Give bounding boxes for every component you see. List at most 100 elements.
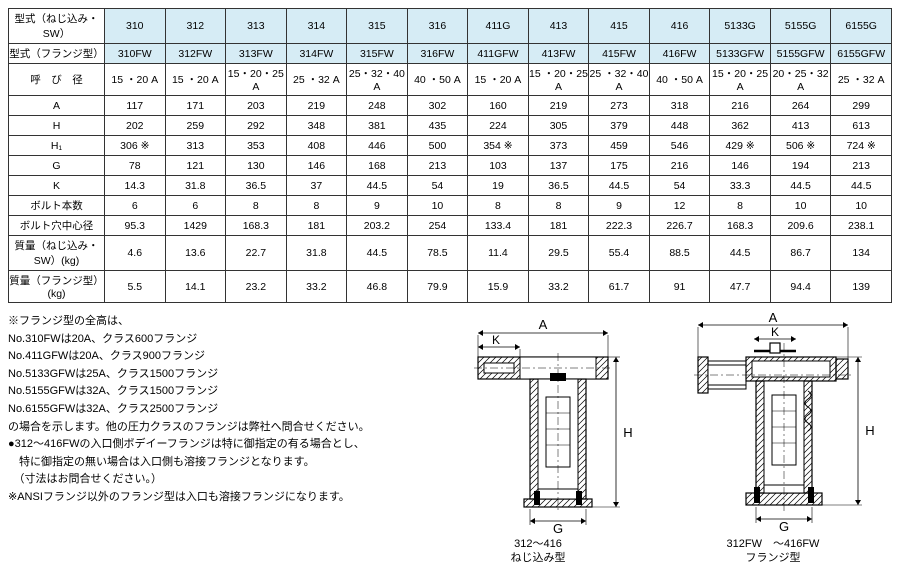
cell: 5133GFW (710, 44, 771, 64)
cell: 12 (649, 196, 710, 216)
cell: 133.4 (468, 216, 529, 236)
cell: 254 (407, 216, 468, 236)
cell: 103 (468, 156, 529, 176)
cell: 1429 (165, 216, 226, 236)
cell: 310 (105, 9, 166, 44)
cell: 264 (770, 96, 831, 116)
row-header: 質量（フランジ型）(kg) (9, 271, 105, 303)
cell: 23.2 (226, 271, 287, 303)
note-line: ※ANSIフランジ以外のフランジ型は入口も溶接フランジになります。 (8, 489, 428, 507)
cell: 315 (347, 9, 408, 44)
cell: 413 (770, 116, 831, 136)
cell: 25・32・40 A (347, 64, 408, 96)
cell: 29.5 (528, 236, 589, 271)
cell: 15 ・20 A (468, 64, 529, 96)
cell: 14.3 (105, 176, 166, 196)
dim-h-label: H (623, 425, 632, 440)
cell: 354 ※ (468, 136, 529, 156)
cell: 15 ・20 A (165, 64, 226, 96)
cell: 44.5 (589, 176, 650, 196)
cell: 724 ※ (831, 136, 892, 156)
cell: 313 (165, 136, 226, 156)
note-line: 特に御指定の無い場合は入口側も溶接フランジとなります。 (8, 454, 428, 472)
cell: 446 (347, 136, 408, 156)
cell: 31.8 (165, 176, 226, 196)
cell: 6155G (831, 9, 892, 44)
cell: 348 (286, 116, 347, 136)
cell: 181 (528, 216, 589, 236)
cell: 36.5 (226, 176, 287, 196)
note-line: No.310FWは20A、クラス600フランジ (8, 331, 428, 349)
cell: 168.3 (226, 216, 287, 236)
diagrams-block: A K (438, 313, 878, 566)
cell: 216 (710, 96, 771, 116)
cell: 312FW (165, 44, 226, 64)
cell: 313FW (226, 44, 287, 64)
cell: 54 (407, 176, 468, 196)
cell: 292 (226, 116, 287, 136)
cell: 4.6 (105, 236, 166, 271)
left-label-2: ねじ込み型 (511, 552, 566, 564)
cell: 47.7 (710, 271, 771, 303)
cell: 306 ※ (105, 136, 166, 156)
left-label-1: 312～416 (514, 538, 562, 550)
cell: 219 (286, 96, 347, 116)
cell: 259 (165, 116, 226, 136)
cell: 40 ・50 A (649, 64, 710, 96)
cell: 5133G (710, 9, 771, 44)
cell: 36.5 (528, 176, 589, 196)
cell: 25 ・32 A (831, 64, 892, 96)
right-label-2: フランジ型 (746, 552, 801, 564)
cell: 411G (468, 9, 529, 44)
row-header: H₁ (9, 136, 105, 156)
cell: 299 (831, 96, 892, 116)
cell: 273 (589, 96, 650, 116)
cell: 224 (468, 116, 529, 136)
cell: 415FW (589, 44, 650, 64)
cell: 202 (105, 116, 166, 136)
cell: 613 (831, 116, 892, 136)
cell: 171 (165, 96, 226, 116)
note-line: ※フランジ型の全高は、 (8, 313, 428, 331)
cell: 302 (407, 96, 468, 116)
cell: 139 (831, 271, 892, 303)
cell: 312 (165, 9, 226, 44)
cell: 8 (468, 196, 529, 216)
diagram-flange-label: 312FW ～416FW フランジ型 (668, 537, 878, 566)
right-label-1: 312FW ～416FW (727, 538, 820, 550)
diagram-thread: A K (438, 313, 638, 566)
cell: 6155GFW (831, 44, 892, 64)
cell: 408 (286, 136, 347, 156)
cell: 117 (105, 96, 166, 116)
row-header: ボルト穴中心径 (9, 216, 105, 236)
cell: 78 (105, 156, 166, 176)
cell: 94.4 (770, 271, 831, 303)
dim-a-label: A (539, 317, 548, 332)
cell: 137 (528, 156, 589, 176)
cell: 459 (589, 136, 650, 156)
cell: 55.4 (589, 236, 650, 271)
cell: 222.3 (589, 216, 650, 236)
row-header: 質量（ねじ込み・SW）(kg) (9, 236, 105, 271)
cell: 25 ・32・40 A (589, 64, 650, 96)
cell: 213 (407, 156, 468, 176)
cell: 121 (165, 156, 226, 176)
cell: 44.5 (770, 176, 831, 196)
cell: 91 (649, 271, 710, 303)
cell: 316 (407, 9, 468, 44)
row-header: H (9, 116, 105, 136)
cell: 5.5 (105, 271, 166, 303)
cell: 22.7 (226, 236, 287, 271)
dim-g-label: G (553, 521, 563, 533)
cell: 10 (407, 196, 468, 216)
cell: 168 (347, 156, 408, 176)
cell: 219 (528, 96, 589, 116)
cell: 318 (649, 96, 710, 116)
cell: 54 (649, 176, 710, 196)
row-header: A (9, 96, 105, 116)
note-line: No.411GFWは20A、クラス900フランジ (8, 348, 428, 366)
cell: 15 ・20 A (105, 64, 166, 96)
cell: 33.3 (710, 176, 771, 196)
diagram-thread-label: 312～416 ねじ込み型 (438, 537, 638, 566)
cell: 8 (528, 196, 589, 216)
